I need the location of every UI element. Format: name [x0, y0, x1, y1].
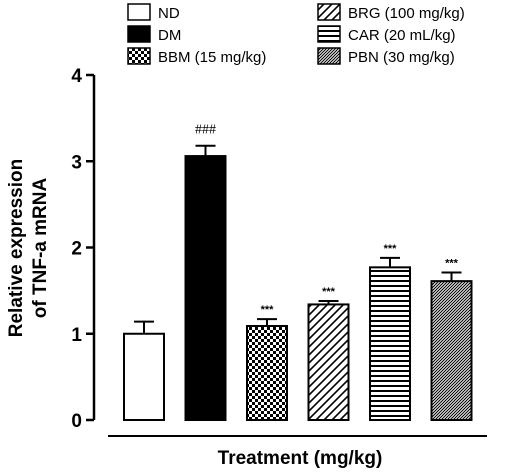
y-tick-label: 0: [71, 411, 82, 432]
legend-swatch: [127, 25, 151, 43]
y-axis-title-line1: Relative expression: [6, 159, 27, 337]
bar: [369, 266, 411, 421]
bars: ### *** *** *** ***: [123, 123, 473, 422]
x-axis-title: Treatment (mg/kg): [218, 448, 383, 469]
legend-swatch: [317, 25, 341, 43]
legend-label: ND: [158, 5, 180, 22]
bar: [246, 324, 288, 421]
legend-swatch: [317, 3, 341, 21]
bar: [307, 303, 350, 421]
legend-label: PBN (30 mg/kg): [348, 49, 455, 66]
bar: [184, 155, 227, 421]
y-axis: 0 1 2 3 4: [71, 66, 96, 432]
legend-swatch: [127, 47, 151, 65]
y-tick-label: 4: [71, 66, 82, 87]
legend-label: DM: [158, 27, 181, 44]
legend-label: BRG (100 mg/kg): [348, 5, 465, 22]
significance-label: ***: [261, 304, 275, 316]
legend-label: BBM (15 mg/kg): [158, 49, 266, 66]
significance-label: ###: [195, 123, 216, 138]
significance-label: ***: [384, 243, 398, 255]
legend-swatch: [317, 47, 341, 65]
significance-label: ***: [322, 286, 336, 298]
y-tick-label: 1: [71, 325, 82, 346]
significance-label: ***: [445, 258, 459, 270]
legend: ND DM BBM (15 mg/kg) BRG (100 mg/kg) CAR (20…: [127, 3, 465, 66]
bar: [430, 280, 473, 422]
y-axis-title-line2: of TNF-a mRNA: [30, 178, 51, 319]
y-tick-label: 3: [71, 152, 82, 173]
bar: [123, 332, 165, 421]
legend-label: CAR (20 mL/kg): [348, 27, 456, 44]
y-tick-label: 2: [71, 239, 82, 260]
legend-swatch: [127, 3, 151, 21]
